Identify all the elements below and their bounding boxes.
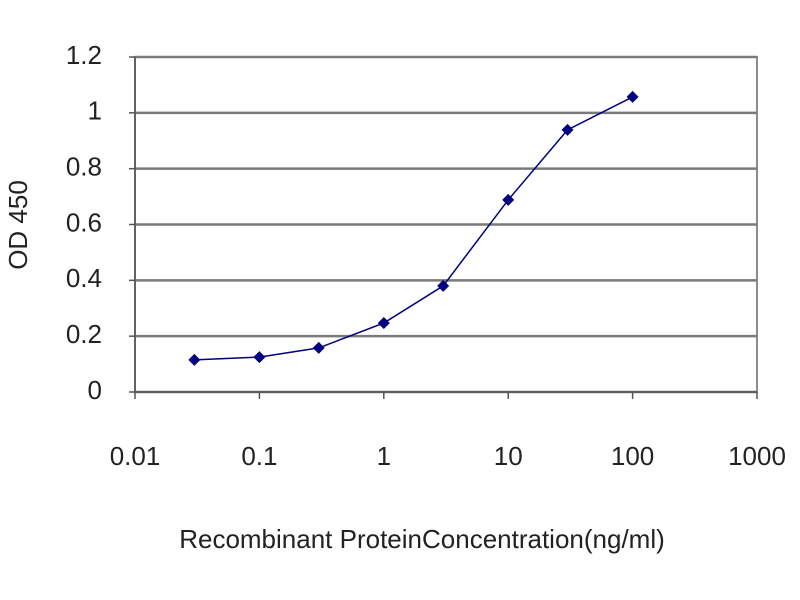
y-tick-label: 1.2 [66, 40, 102, 70]
data-point [626, 90, 639, 103]
y-tick-label: 0.2 [66, 319, 102, 349]
x-tick-label: 10 [494, 441, 523, 471]
y-axis-label: OD 450 [3, 180, 33, 270]
x-tick-label: 0.01 [110, 441, 161, 471]
data-point [253, 351, 266, 364]
y-tick-label: 0 [88, 375, 102, 405]
data-point [188, 353, 201, 366]
data-point [561, 123, 574, 136]
x-tick-label: 1000 [728, 441, 786, 471]
y-tick-label: 0.8 [66, 152, 102, 182]
y-tick-label: 0.4 [66, 263, 102, 293]
data-point [377, 317, 390, 330]
y-tick-label: 0.6 [66, 207, 102, 237]
data-point [502, 193, 515, 206]
data-line [194, 96, 633, 361]
x-tick-label: 1 [377, 441, 391, 471]
y-tick-label: 1 [88, 96, 102, 126]
data-point [437, 279, 450, 292]
data-point [312, 341, 325, 354]
x-tick-label: 100 [611, 441, 654, 471]
x-axis-label: Recombinant ProteinConcentration(ng/ml) [179, 524, 665, 554]
x-tick-label: 0.1 [241, 441, 277, 471]
